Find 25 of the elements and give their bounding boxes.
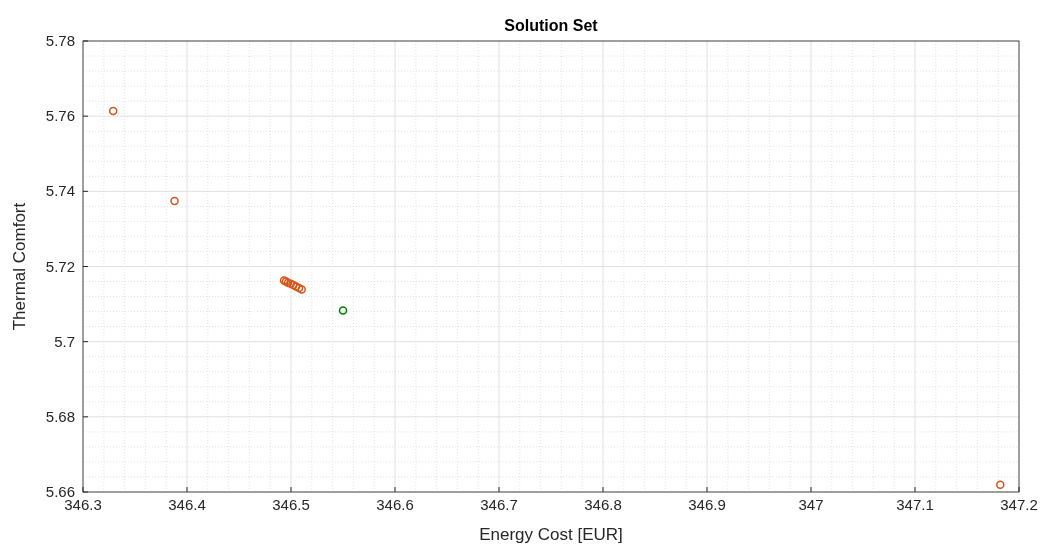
y-tick-label: 5.76: [45, 107, 75, 125]
point: [286, 279, 295, 289]
y-tick-label: 5.78: [45, 32, 75, 49]
point: [108, 106, 118, 116]
x-tick-label: 346.6: [376, 496, 414, 513]
point: [289, 280, 298, 290]
y-tick-label: 5.68: [45, 407, 75, 425]
x-tick-label: 347.2: [1000, 496, 1038, 513]
point: [170, 196, 179, 206]
point: [996, 480, 1005, 490]
y-axis-title: Thermal Comfort: [10, 202, 29, 331]
x-tick-label: 347: [798, 496, 824, 513]
x-tick-label: 346.4: [168, 496, 206, 513]
x-tick-label: 346.8: [584, 496, 622, 513]
y-tick-label: 5.72: [45, 257, 75, 275]
point: [338, 306, 348, 315]
y-tick-label: 5.7: [54, 332, 75, 350]
y-tick-label: 5.74: [45, 182, 75, 200]
x-tick-label: 346.5: [272, 496, 310, 513]
chart-title: Solution Set: [504, 17, 599, 34]
x-tick-label: 346.7: [480, 496, 518, 513]
x-tick-label: 347.1: [896, 496, 934, 513]
x-tick-label: 346.9: [688, 496, 726, 513]
point: [291, 282, 301, 291]
x-axis-title: Energy Cost [EUR]: [479, 525, 623, 544]
